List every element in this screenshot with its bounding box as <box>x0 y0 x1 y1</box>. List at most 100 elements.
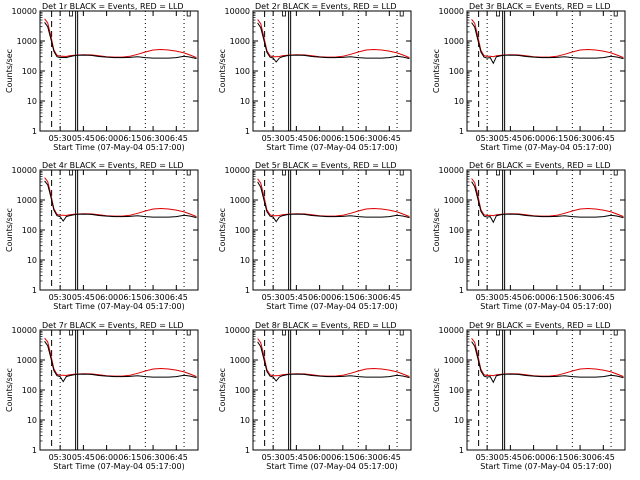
x-tick-label: 06:45 <box>165 293 188 302</box>
panel-title: Det 5r BLACK = Events, RED = LLD <box>255 161 397 170</box>
panel-title: Det 2r BLACK = Events, RED = LLD <box>255 2 397 11</box>
y-tick-label: 10 <box>240 97 250 106</box>
panel-det-6: Det 6r BLACK = Events, RED = LLD 1 10 100 10… <box>432 161 626 311</box>
series-events-line <box>44 22 197 60</box>
y-axis-label: Counts/sec <box>5 368 14 412</box>
panel-det-3: Det 3r BLACK = Events, RED = LLD 1 10 100 10… <box>432 2 626 152</box>
series-events-line <box>471 22 624 65</box>
y-tick-label: 10000 <box>12 7 37 16</box>
panel-title: Det 3r BLACK = Events, RED = LLD <box>469 2 611 11</box>
x-tick-label: 05:30 <box>262 293 285 302</box>
x-tick-label: 06:00 <box>95 293 118 302</box>
x-tick-label: 06:30 <box>142 293 165 302</box>
series-lld-line <box>471 337 624 378</box>
x-tick-label: 05:30 <box>49 293 72 302</box>
x-tick-label: 06:30 <box>355 293 378 302</box>
y-tick-label: 10 <box>27 97 37 106</box>
plot-frame <box>39 169 199 291</box>
panel-det-4: Det 4r BLACK = Events, RED = LLD 1 10 100 10… <box>5 161 199 311</box>
x-tick-label: 05:30 <box>49 453 72 462</box>
x-tick-label: 05:45 <box>72 134 95 143</box>
top-marker-box <box>69 10 73 17</box>
top-marker-box <box>186 329 191 336</box>
y-tick-label: 1000 <box>444 37 464 46</box>
x-tick-label: 06:00 <box>308 293 331 302</box>
plot-frame <box>466 10 626 132</box>
plot-frame <box>39 329 199 451</box>
x-tick-label: 06:45 <box>592 293 615 302</box>
x-tick-label: 05:30 <box>476 134 499 143</box>
x-axis-label: Start Time (07-May-04 05:17:00) <box>53 302 184 311</box>
x-tick-label: 06:00 <box>95 134 118 143</box>
y-tick-label: 1 <box>459 446 464 455</box>
x-tick-label: 06:15 <box>545 134 568 143</box>
series-events-line <box>471 181 624 224</box>
y-axis-label: Counts/sec <box>432 368 441 412</box>
series-lld-line <box>471 18 624 59</box>
y-tick-label: 10 <box>454 256 464 265</box>
x-tick-label: 05:30 <box>476 453 499 462</box>
top-marker-box <box>613 169 618 176</box>
x-axis-label: Start Time (07-May-04 05:17:00) <box>266 143 397 152</box>
panel-title: Det 9r BLACK = Events, RED = LLD <box>469 321 611 330</box>
plot-frame <box>466 169 626 291</box>
x-tick-label: 06:15 <box>118 134 141 143</box>
panel-title: Det 1r BLACK = Events, RED = LLD <box>42 2 184 11</box>
panel-title: Det 7r BLACK = Events, RED = LLD <box>42 321 184 330</box>
y-tick-label: 10 <box>240 416 250 425</box>
x-tick-label: 06:45 <box>592 453 615 462</box>
top-marker-box <box>399 329 404 336</box>
y-tick-label: 1000 <box>17 356 37 365</box>
y-tick-label: 100 <box>22 226 37 235</box>
x-tick-label: 05:30 <box>476 293 499 302</box>
y-tick-label: 100 <box>449 67 464 76</box>
y-tick-label: 10 <box>240 256 250 265</box>
top-marker-box <box>282 329 286 336</box>
x-tick-label: 06:15 <box>545 293 568 302</box>
x-tick-label: 06:45 <box>378 453 401 462</box>
x-tick-label: 06:30 <box>569 453 592 462</box>
y-tick-label: 100 <box>22 67 37 76</box>
y-tick-label: 1 <box>32 286 37 295</box>
y-tick-label: 10000 <box>225 7 250 16</box>
x-tick-label: 06:30 <box>355 134 378 143</box>
y-tick-label: 1000 <box>444 196 464 205</box>
y-tick-label: 1 <box>32 127 37 136</box>
x-tick-label: 05:45 <box>499 134 522 143</box>
top-marker-box <box>69 329 73 336</box>
x-tick-label: 06:30 <box>569 293 592 302</box>
y-tick-label: 100 <box>449 386 464 395</box>
series-events-line <box>257 22 410 63</box>
x-tick-label: 06:15 <box>118 453 141 462</box>
x-tick-label: 06:30 <box>142 134 165 143</box>
plot-frame <box>466 329 626 451</box>
x-tick-label: 06:15 <box>331 453 354 462</box>
panel-det-1: Det 1r BLACK = Events, RED = LLD 1 10 100 10… <box>5 2 199 152</box>
x-tick-label: 06:00 <box>522 453 545 462</box>
y-tick-label: 1000 <box>230 37 250 46</box>
x-tick-label: 06:00 <box>522 293 545 302</box>
x-tick-label: 06:45 <box>378 293 401 302</box>
y-tick-label: 10 <box>454 97 464 106</box>
top-marker-box <box>496 169 500 176</box>
y-tick-label: 1000 <box>17 196 37 205</box>
x-axis-label: Start Time (07-May-04 05:17:00) <box>53 143 184 152</box>
panel-det-8: Det 8r BLACK = Events, RED = LLD 1 10 100 10… <box>218 321 412 471</box>
y-tick-label: 10000 <box>225 326 250 335</box>
x-tick-label: 06:00 <box>522 134 545 143</box>
y-tick-label: 10000 <box>12 326 37 335</box>
y-axis-label: Counts/sec <box>218 368 227 412</box>
y-tick-label: 1 <box>245 446 250 455</box>
series-events-line <box>257 181 410 223</box>
y-tick-label: 100 <box>449 226 464 235</box>
x-axis-label: Start Time (07-May-04 05:17:00) <box>480 462 611 471</box>
x-tick-label: 05:45 <box>285 453 308 462</box>
panel-title: Det 4r BLACK = Events, RED = LLD <box>42 161 184 170</box>
y-tick-label: 10 <box>27 256 37 265</box>
series-lld-line <box>44 177 197 218</box>
x-tick-label: 06:30 <box>569 134 592 143</box>
x-tick-label: 05:45 <box>72 293 95 302</box>
top-marker-box <box>186 10 191 17</box>
x-tick-label: 05:30 <box>262 453 285 462</box>
